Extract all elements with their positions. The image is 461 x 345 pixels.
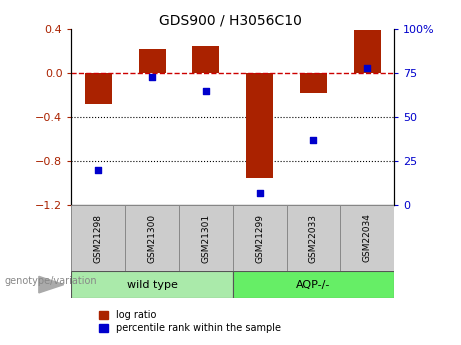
Point (364, 65, 371, 71)
Polygon shape (39, 276, 64, 293)
FancyBboxPatch shape (233, 271, 394, 298)
Text: GDS900 / H3056C10: GDS900 / H3056C10 (159, 14, 302, 28)
FancyBboxPatch shape (71, 271, 233, 298)
Bar (354, 30, 381, 73)
Legend: log ratio, percentile rank within the sample: log ratio, percentile rank within the sa… (100, 310, 281, 333)
FancyBboxPatch shape (340, 205, 394, 271)
FancyBboxPatch shape (233, 205, 287, 271)
FancyBboxPatch shape (125, 205, 179, 271)
Text: genotype/variation: genotype/variation (5, 276, 97, 286)
FancyBboxPatch shape (179, 205, 233, 271)
FancyBboxPatch shape (71, 205, 125, 271)
Point (256, 190, 263, 196)
Text: GSM21298: GSM21298 (94, 214, 103, 263)
Text: AQP-/-: AQP-/- (296, 280, 331, 289)
Bar (139, 49, 165, 73)
FancyBboxPatch shape (287, 205, 340, 271)
Text: wild type: wild type (127, 280, 177, 289)
Text: GSM22033: GSM22033 (309, 214, 318, 263)
Bar (193, 46, 219, 73)
Text: GSM21300: GSM21300 (148, 214, 157, 263)
Point (310, 137, 317, 143)
Point (202, 88, 210, 93)
Text: GSM21299: GSM21299 (255, 214, 264, 263)
Bar (85, 73, 112, 104)
Bar (300, 73, 327, 93)
Point (95, 167, 102, 173)
Text: GSM22034: GSM22034 (363, 214, 372, 263)
Bar (246, 73, 273, 178)
Text: GSM21301: GSM21301 (201, 214, 210, 263)
Point (148, 74, 156, 80)
